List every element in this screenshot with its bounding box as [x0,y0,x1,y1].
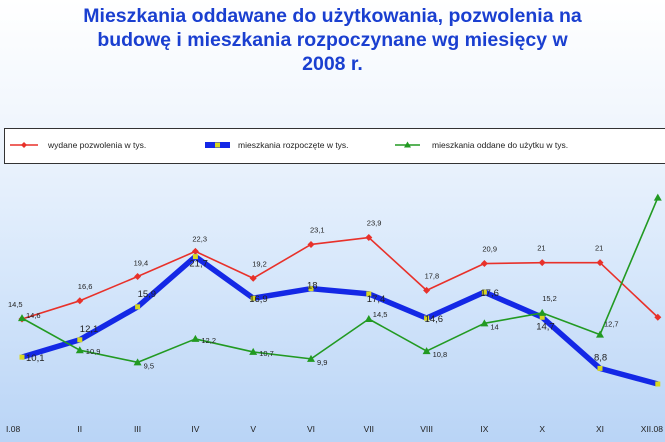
data-label: 17,6 [480,288,499,299]
data-label: 9,9 [317,358,327,367]
legend-marker-1 [21,142,27,148]
point-completed-7 [364,315,373,322]
data-label: 14,5 [373,310,388,319]
data-label: 23,9 [367,219,382,228]
x-tick-label: IV [191,424,199,434]
series-line-1 [21,236,659,320]
data-label: 14,6 [26,311,41,320]
point-started-12 [655,381,661,387]
data-label: 12,2 [201,336,216,345]
point-completed-2 [75,346,84,354]
point-completed-8 [422,347,431,355]
data-label: 8,8 [594,352,607,363]
data-label: 17,8 [425,271,440,280]
point-completed-11 [596,330,604,338]
x-tick-label: XI [596,424,604,434]
point-permits-6 [307,240,315,248]
x-tick-label: X [539,424,545,434]
data-label: 20,9 [482,245,497,254]
x-tick-label: VIII [420,424,433,434]
point-permits-9 [480,260,488,268]
x-tick-label: IX [480,424,488,434]
x-tick-label: VII [364,424,374,434]
data-label: 21 [595,244,603,253]
data-label: 16,9 [249,294,268,305]
data-label: 22,3 [192,234,207,243]
point-started-2 [77,337,83,343]
data-label: 10,8 [433,350,448,359]
data-label: 10,9 [86,347,101,356]
point-started-9 [481,289,487,295]
point-permits-10 [538,259,546,267]
point-permits-7 [365,234,373,242]
data-label: 14 [490,322,498,331]
series-line-3 [21,197,659,364]
legend-label-3: mieszkania oddane do użytku w tys. [432,140,568,150]
legend-label-1: wydane pozwolenia w tys. [47,140,146,150]
chart-title-line-1: Mieszkania oddawane do użytkowania, pozw… [83,5,582,27]
chart-title-line-2: budowę i mieszkania rozpoczynane wg mies… [97,29,568,51]
point-permits-2 [76,297,84,305]
point-completed-1 [18,314,26,322]
legend-marker-2 [215,142,220,148]
point-started-4 [192,254,198,260]
point-permits-4 [191,247,199,255]
data-label: 18 [307,281,318,292]
point-started-6 [308,286,314,292]
data-label: 15,9 [138,289,157,300]
point-completed-5 [249,347,258,355]
point-permits-3 [134,273,142,281]
point-started-5 [250,295,256,301]
x-tick-label: VI [307,424,315,434]
data-label: 9,5 [144,361,154,370]
point-started-3 [135,304,141,310]
data-label: 21 [537,244,545,253]
point-started-11 [597,365,603,371]
legend-box [4,128,665,164]
data-label: 16,6 [78,282,93,291]
x-tick-label: V [250,424,256,434]
point-completed-4 [191,334,200,342]
point-permits-5 [249,274,257,282]
point-completed-10 [538,308,547,316]
point-started-8 [424,315,430,321]
legend-marker-3 [404,141,411,148]
data-label: 15,2 [542,294,557,303]
point-started-1 [19,354,25,360]
x-tick-label: III [134,424,141,434]
chart-title: Mieszkania oddawane do użytkowania, pozw… [0,4,665,76]
point-completed-12 [653,193,662,201]
data-label: 14,6 [425,314,444,325]
data-label: 19,2 [252,259,267,268]
data-label: 12,1 [80,324,99,335]
point-permits-8 [423,286,431,294]
point-permits-11 [596,259,604,267]
data-label: 23,1 [310,225,325,234]
point-completed-9 [480,319,489,327]
point-started-7 [366,291,372,297]
legend-label-2: mieszkania rozpoczęte w tys. [238,140,349,150]
x-tick-label: II [77,424,82,434]
data-label: 14,7 [536,321,555,332]
point-completed-6 [307,354,315,362]
point-started-10 [539,314,545,320]
x-tick-label: I.08 [6,424,20,434]
data-label: 17,4 [367,294,386,305]
data-label: 21,7 [189,259,208,270]
x-tick-label: XII.08 [641,424,663,434]
data-label: 10,1 [26,353,45,364]
series-line-2 [21,253,659,387]
data-label: 14,5 [8,300,23,309]
data-label: 19,4 [134,259,149,268]
chart-title-line-3: 2008 r. [302,53,363,75]
point-completed-3 [133,358,142,366]
point-permits-12 [654,313,662,321]
data-label: 12,7 [604,320,619,329]
data-label: 10,7 [259,349,274,358]
